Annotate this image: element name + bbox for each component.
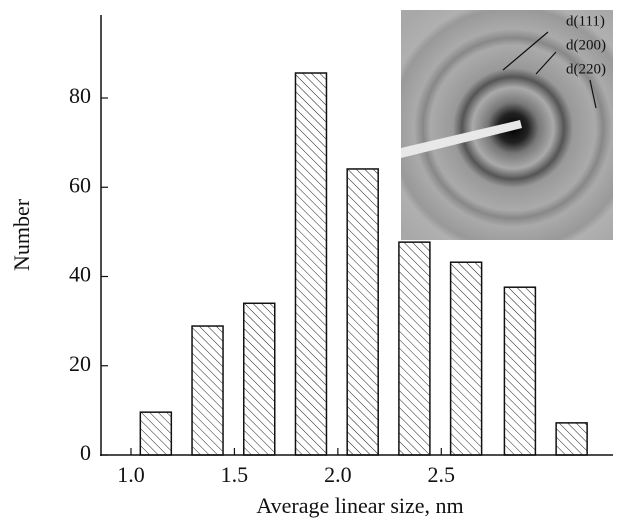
bar	[139, 411, 173, 456]
annotation: d(220)	[566, 61, 606, 77]
bar	[398, 241, 431, 456]
y-axis-label: Number	[9, 198, 34, 271]
bar	[294, 72, 328, 456]
bar	[243, 302, 276, 456]
x-tick-label: 2.0	[324, 462, 352, 487]
y-tick-label: 40	[69, 262, 91, 287]
x-axis-label: Average linear size, nm	[256, 493, 463, 518]
bar	[503, 286, 537, 456]
x-tick-label: 1.0	[117, 462, 145, 487]
inset-image	[401, 10, 613, 240]
y-tick-label: 0	[80, 440, 91, 465]
bar	[191, 325, 224, 456]
y-tick-label: 80	[69, 83, 91, 108]
bar	[555, 422, 588, 456]
y-tick-label: 60	[69, 172, 91, 197]
annotation: d(200)	[566, 37, 606, 53]
bar	[346, 168, 379, 456]
y-tick-label: 20	[69, 351, 91, 376]
x-tick-label: 2.5	[428, 462, 456, 487]
x-tick-label: 1.5	[221, 462, 249, 487]
annotation: d(111)	[566, 13, 605, 29]
bar	[449, 261, 483, 456]
